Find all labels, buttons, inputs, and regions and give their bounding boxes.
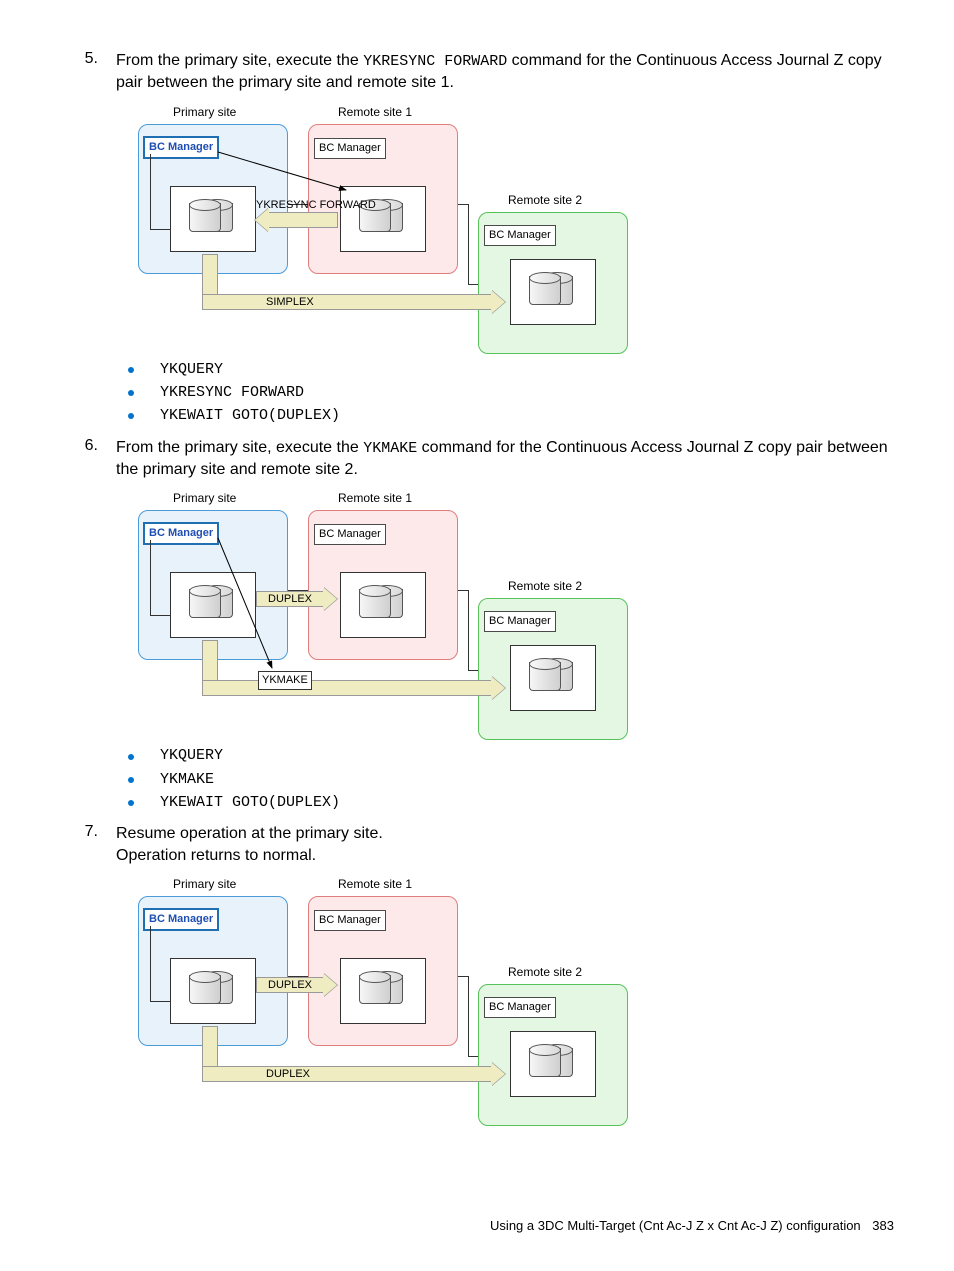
command: YKMAKE — [160, 770, 214, 790]
bullet-icon — [128, 390, 134, 396]
volume-remote2 — [510, 1031, 596, 1097]
connector — [150, 1001, 170, 1002]
bullet-icon — [128, 777, 134, 783]
connector — [458, 204, 468, 205]
bc-manager-remote2: BC Manager — [484, 997, 556, 1018]
bullet-icon — [128, 754, 134, 760]
thick-arrow-icon — [202, 680, 492, 696]
volume-remote2 — [510, 259, 596, 325]
label-remote2: Remote site 2 — [508, 964, 582, 980]
text: Resume operation at the primary site. — [116, 823, 894, 845]
cmd-item: YKEWAIT GOTO(DUPLEX) — [116, 406, 894, 426]
connector — [458, 590, 468, 591]
diagram-5: Primary site Remote site 1 Remote site 2… — [138, 104, 894, 352]
page: 5. From the primary site, execute the YK… — [0, 0, 954, 1271]
bullet-icon — [128, 413, 134, 419]
bc-manager-remote2: BC Manager — [484, 225, 556, 246]
diagram-canvas: Primary site Remote site 1 Remote site 2… — [138, 876, 648, 1108]
bc-manager-primary: BC Manager — [143, 136, 219, 159]
connector — [150, 154, 151, 229]
connector — [150, 926, 151, 1001]
footer-text: Using a 3DC Multi-Target (Cnt Ac-J Z x C… — [490, 1218, 861, 1233]
bc-manager-remote2: BC Manager — [484, 611, 556, 632]
cmd-item: YKQUERY — [116, 746, 894, 766]
step-content: Resume operation at the primary site. Op… — [116, 823, 894, 1116]
thick-arrow-icon — [202, 1066, 492, 1082]
command-list-6: YKQUERY YKMAKE YKEWAIT GOTO(DUPLEX) — [116, 746, 894, 813]
bullet-icon — [128, 367, 134, 373]
bc-manager-primary: BC Manager — [143, 522, 219, 545]
bc-manager-primary: BC Manager — [143, 908, 219, 931]
cmd-item: YKRESYNC FORWARD — [116, 383, 894, 403]
connector — [150, 540, 151, 615]
connector — [468, 204, 469, 284]
diagram-6: Primary site Remote site 1 Remote site 2… — [138, 490, 894, 738]
label-remote1: Remote site 1 — [338, 876, 412, 892]
volume-remote1 — [340, 958, 426, 1024]
step-content: From the primary site, execute the YKMAK… — [116, 437, 894, 818]
cmd-item: YKQUERY — [116, 360, 894, 380]
label-remote1: Remote site 1 — [338, 104, 412, 120]
connector — [468, 284, 478, 285]
inline-command: YKRESYNC FORWARD — [363, 53, 507, 70]
cmd-item: YKMAKE — [116, 770, 894, 790]
page-footer: Using a 3DC Multi-Target (Cnt Ac-J Z x C… — [490, 1218, 894, 1233]
ykmake-box: YKMAKE — [258, 671, 312, 690]
command: YKQUERY — [160, 360, 223, 380]
arrow-label: DUPLEX — [268, 978, 312, 993]
action-arrow-icon — [218, 152, 358, 197]
command: YKEWAIT GOTO(DUPLEX) — [160, 406, 340, 426]
command-list-5: YKQUERY YKRESYNC FORWARD YKEWAIT GOTO(DU… — [116, 360, 894, 427]
connector — [468, 590, 469, 670]
step-content: From the primary site, execute the YKRES… — [116, 50, 894, 431]
bc-manager-remote1: BC Manager — [314, 524, 386, 545]
label-remote2: Remote site 2 — [508, 578, 582, 594]
step-6: 6. From the primary site, execute the YK… — [60, 437, 894, 818]
step-number: 7. — [60, 823, 116, 1116]
command: YKEWAIT GOTO(DUPLEX) — [160, 793, 340, 813]
step-number: 5. — [60, 50, 116, 431]
label-primary: Primary site — [173, 104, 236, 120]
thick-arrow-icon — [268, 212, 338, 228]
volume-remote2 — [510, 645, 596, 711]
label-remote1: Remote site 1 — [338, 490, 412, 506]
inline-command: YKMAKE — [363, 440, 417, 457]
diagram-canvas: Primary site Remote site 1 Remote site 2… — [138, 104, 648, 352]
connector — [468, 670, 478, 671]
label-remote2: Remote site 2 — [508, 192, 582, 208]
cmd-item: YKEWAIT GOTO(DUPLEX) — [116, 793, 894, 813]
diagram-7: Primary site Remote site 1 Remote site 2… — [138, 876, 894, 1108]
command: YKRESYNC FORWARD — [160, 383, 304, 403]
text: From the primary site, execute the — [116, 439, 363, 456]
volume-remote1 — [340, 572, 426, 638]
action-arrow-icon — [218, 538, 298, 686]
bc-manager-remote1: BC Manager — [314, 910, 386, 931]
connector — [150, 615, 170, 616]
label-primary: Primary site — [173, 490, 236, 506]
arrow-label: YKRESYNC FORWARD — [256, 198, 376, 213]
text: From the primary site, execute the — [116, 52, 363, 69]
bottom-label: SIMPLEX — [266, 295, 314, 310]
step-7: 7. Resume operation at the primary site.… — [60, 823, 894, 1116]
bottom-label: DUPLEX — [266, 1067, 310, 1082]
diagram-canvas: Primary site Remote site 1 Remote site 2… — [138, 490, 648, 738]
page-number: 383 — [872, 1218, 894, 1233]
command: YKQUERY — [160, 746, 223, 766]
bullet-icon — [128, 800, 134, 806]
thick-arrow-icon — [202, 294, 492, 310]
label-primary: Primary site — [173, 876, 236, 892]
connector — [468, 1056, 478, 1057]
connector — [150, 229, 170, 230]
step-5: 5. From the primary site, execute the YK… — [60, 50, 894, 431]
volume-primary — [170, 958, 256, 1024]
connector — [468, 976, 469, 1056]
text: Operation returns to normal. — [116, 845, 894, 867]
step-list: 5. From the primary site, execute the YK… — [60, 50, 894, 1116]
step-number: 6. — [60, 437, 116, 818]
connector — [458, 976, 468, 977]
